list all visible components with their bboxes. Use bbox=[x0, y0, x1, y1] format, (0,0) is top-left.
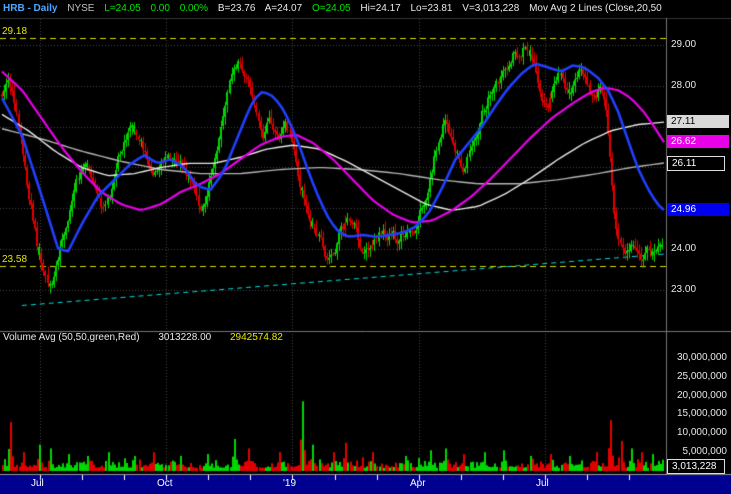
time-axis-label: Apr bbox=[410, 478, 426, 489]
time-axis[interactable] bbox=[0, 474, 731, 494]
time-axis-label: '19 bbox=[283, 478, 297, 489]
volume-axis-tick-label: 25,000,000 bbox=[676, 371, 727, 382]
change-percent-label: 0.00% bbox=[179, 3, 209, 14]
volume-axis-tick-label: 5,000,000 bbox=[682, 446, 728, 457]
volume-avg-green-value: 3013228.00 bbox=[158, 332, 212, 343]
price-axis-tick-label: 23.00 bbox=[671, 284, 697, 295]
volume-axis-tick-label: 10,000,000 bbox=[676, 427, 727, 438]
price-axis-tick-label: 29.00 bbox=[671, 39, 697, 50]
volume-axis-tick-label: 20,000,000 bbox=[676, 390, 727, 401]
price-axis-tick-label: 28.00 bbox=[671, 80, 697, 91]
blue-ma-value-badge: 24.96 bbox=[667, 203, 729, 216]
volume-last-value-badge: 3,013,228 bbox=[667, 459, 725, 474]
volume-indicator-header: Volume Avg (50,50,green,Red) 3013228.00 … bbox=[3, 332, 283, 343]
high-label: Hi=24.17 bbox=[360, 3, 401, 14]
time-axis-label: Jul bbox=[31, 478, 44, 489]
low-label: Lo=23.81 bbox=[410, 3, 453, 14]
symbol-timeframe-label[interactable]: HRB - Daily bbox=[3, 3, 58, 14]
time-axis-label: Jul bbox=[536, 478, 549, 489]
indicator-settings-label[interactable]: Mov Avg 2 Lines (Close,20,50 bbox=[529, 3, 662, 14]
volume-label: V=3,013,228 bbox=[462, 3, 520, 14]
quote-header: HRB - Daily NYSE L=24.05 0.00 0.00% B=23… bbox=[0, 0, 731, 18]
price-axis-tick-label: 24.00 bbox=[671, 243, 697, 254]
volume-axis-tick-label: 30,000,000 bbox=[676, 352, 727, 363]
support-price-label: 23.58 bbox=[2, 254, 28, 265]
exchange-label: NYSE bbox=[67, 3, 95, 14]
open-label: O=24.05 bbox=[311, 3, 351, 14]
resistance-price-label: 29.18 bbox=[2, 26, 28, 37]
white-ma-1-value-badge: 27.11 bbox=[667, 115, 729, 128]
ask-label: A=24.07 bbox=[264, 3, 303, 14]
last-price-label: L=24.05 bbox=[104, 3, 141, 14]
change-label: 0.00 bbox=[150, 3, 170, 14]
volume-avg-red-value: 2942574.82 bbox=[229, 332, 283, 343]
magenta-ma-value-badge: 26.62 bbox=[667, 135, 729, 148]
white-ma-2-value-badge: 26.11 bbox=[667, 156, 725, 171]
volume-indicator-name[interactable]: Volume Avg (50,50,green,Red) bbox=[3, 332, 140, 343]
time-axis-label: Oct bbox=[157, 478, 173, 489]
volume-axis-tick-label: 15,000,000 bbox=[676, 408, 727, 419]
bid-label: B=23.76 bbox=[217, 3, 256, 14]
